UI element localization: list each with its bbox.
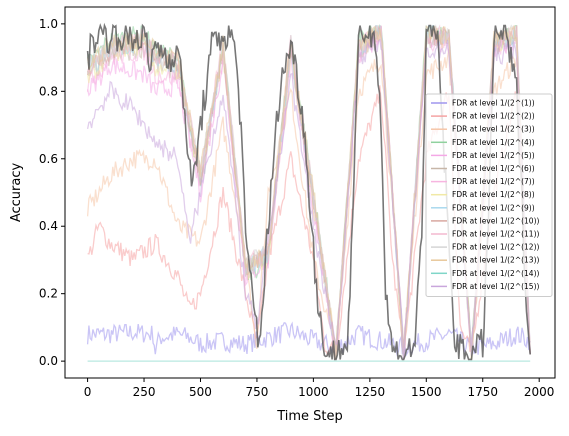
x-tick-label: 750	[245, 385, 268, 399]
x-tick-label: 1750	[467, 385, 498, 399]
x-tick-label: 250	[133, 385, 156, 399]
y-tick-label: 0.2	[39, 287, 58, 301]
x-tick-label: 0	[84, 385, 92, 399]
legend-label: FDR at level 1/(2^(13))	[452, 256, 539, 265]
legend-label: FDR at level 1/(2^(6))	[452, 164, 535, 173]
legend-label: FDR at level 1/(2^(14))	[452, 269, 539, 278]
legend-label: FDR at level 1/(2^(15))	[452, 282, 539, 291]
y-tick-label: 0.6	[39, 152, 58, 166]
x-axis-label: Time Step	[276, 409, 343, 424]
x-tick-label: 1000	[298, 385, 329, 399]
y-axis-label: Accuracy	[9, 163, 24, 223]
legend-label: FDR at level 1/(2^(5))	[452, 151, 535, 160]
legend-label: FDR at level 1/(2^(10))	[452, 216, 539, 225]
legend-label: FDR at level 1/(2^(7))	[452, 177, 535, 186]
legend-label: FDR at level 1/(2^(4))	[452, 138, 535, 147]
x-tick-label: 500	[189, 385, 212, 399]
legend-label: FDR at level 1/(2^(1))	[452, 99, 535, 108]
legend-box	[425, 93, 553, 297]
x-tick-label: 1500	[411, 385, 442, 399]
series-line	[86, 321, 531, 357]
y-tick-label: 0.8	[39, 84, 58, 98]
legend-label: FDR at level 1/(2^(12))	[452, 243, 539, 252]
legend-label: FDR at level 1/(2^(8))	[452, 190, 535, 199]
legend: FDR at level 1/(2^(1)) FDR at level 1/(2^…	[425, 93, 553, 297]
y-axis: 0.0 0.2 0.4 0.6 0.8 1.0	[39, 17, 65, 368]
x-tick-label: 1250	[355, 385, 386, 399]
y-tick-label: 0.0	[39, 354, 58, 368]
legend-label: FDR at level 1/(2^(9))	[452, 203, 535, 212]
legend-label: FDR at level 1/(2^(2))	[452, 112, 535, 121]
y-tick-label: 0.4	[39, 219, 58, 233]
legend-label: FDR at level 1/(2^(3))	[452, 125, 535, 134]
y-tick-label: 1.0	[39, 17, 58, 31]
x-tick-label: 2000	[524, 385, 555, 399]
plot-frame	[64, 6, 556, 379]
series-line	[86, 22, 531, 361]
legend-label: FDR at level 1/(2^(11))	[452, 230, 539, 239]
x-axis: 0 250 500 750 1000 1250 1500 1750 2000	[84, 378, 555, 399]
